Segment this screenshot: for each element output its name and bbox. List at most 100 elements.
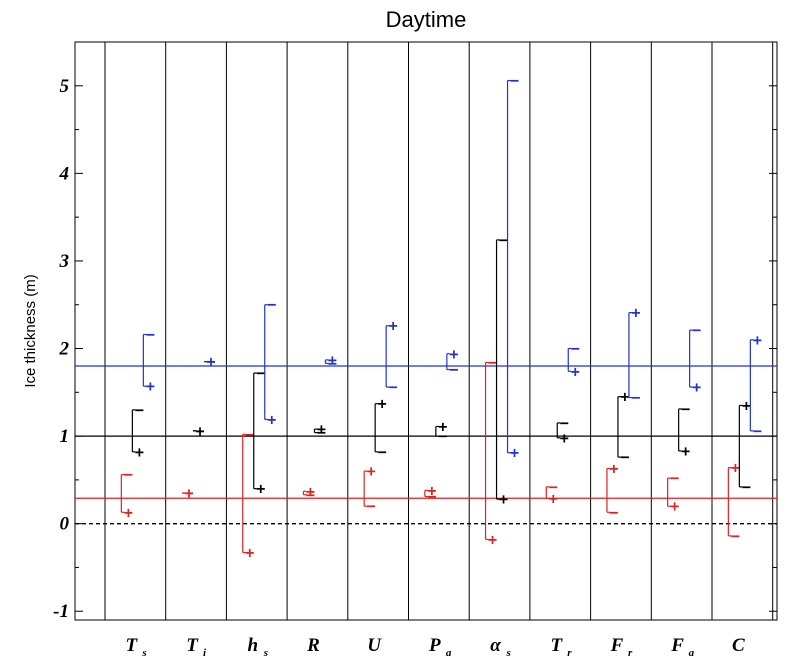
minus-marker: − [146,326,155,344]
plus-marker: + [367,462,376,480]
x-tick-subscript: r [628,647,633,659]
minus-marker: − [317,424,326,442]
plus-marker: + [267,410,276,428]
x-tick-subscript: a [446,647,452,659]
minus-marker: − [499,231,508,249]
x-tick-label: h [247,635,258,656]
minus-marker: − [620,448,629,466]
x-tick-subscript: i [203,647,207,659]
minus-marker: − [427,488,436,506]
marker-group: +− [567,340,580,380]
marker-group: +− [606,459,618,521]
marker-group: +− [182,484,194,502]
plus-marker: + [317,420,326,438]
minus-marker: − [609,503,618,521]
x-tick-label: U [367,635,382,656]
plus-marker: + [449,345,458,363]
plus-marker: + [245,544,254,562]
plus-marker: + [196,422,205,440]
plus-marker: + [631,304,640,322]
plus-marker: + [146,377,155,395]
plus-marker: + [731,459,740,477]
x-tick-label: R [306,635,320,656]
minus-marker: − [670,469,679,487]
minus-marker: − [306,486,315,504]
plus-marker: + [427,481,436,499]
x-tick-label: T [186,635,199,656]
marker-group: +− [131,401,144,461]
minus-marker: − [549,478,558,496]
plus-marker: + [185,484,194,502]
x-tick-label: α [490,635,501,656]
y-tick-label: 4 [59,163,70,184]
x-tick-label: C [732,635,745,656]
x-tick-subscript: a [689,647,695,659]
marker-group: +− [142,326,155,395]
plus-marker: + [328,351,337,369]
marker-group: +− [374,395,387,461]
y-tick-label: -1 [53,601,69,622]
x-tick-label: P [428,635,441,656]
minus-marker: − [692,321,701,339]
marker-group: +− [264,296,276,428]
marker-group: +− [363,462,376,515]
marker-group: +− [506,72,519,462]
minus-marker: − [742,478,751,496]
plus-marker: + [389,317,398,335]
chart-title: Daytime [386,7,467,32]
plus-marker: + [670,497,679,515]
plus-marker: + [742,396,751,414]
minus-marker: − [438,427,447,445]
plus-marker: + [135,443,144,461]
plus-marker: + [124,503,133,521]
marker-group: +− [738,396,751,496]
y-tick-label: 3 [59,251,70,272]
marker-group: +− [689,321,701,396]
marker-group: +− [120,466,133,521]
plus-marker: + [753,331,762,349]
plus-marker: + [571,362,580,380]
x-tick-subscript: r [567,647,572,659]
plus-marker: + [692,378,701,396]
x-tick-subscript: s [141,647,146,659]
plus-marker: + [256,480,265,498]
marker-group: +− [193,422,205,440]
y-tick-label: 2 [59,339,70,360]
marker-group: +− [617,388,629,466]
marker-group: +− [242,425,254,562]
y-tick-label: 5 [60,76,70,97]
minus-marker: − [135,401,144,419]
minus-marker: − [560,414,569,432]
minus-marker: − [753,422,762,440]
marker-group: +− [385,317,398,396]
minus-marker: − [185,484,194,502]
plus-marker: + [438,417,447,435]
minus-marker: − [256,364,265,382]
marker-group: +− [253,364,265,498]
plot-frame [74,41,778,621]
marker-group: +− [556,414,569,447]
x-tick-label: T [126,635,139,656]
minus-marker: − [245,425,254,443]
marker-group: +− [678,400,690,460]
plus-marker: + [681,442,690,460]
plus-marker: + [378,395,387,413]
plus-marker: + [549,489,558,507]
minus-marker: − [571,340,580,358]
minus-marker: − [124,466,133,484]
marker-group: +− [628,304,640,407]
marker-group: +− [667,469,679,515]
plus-marker: + [560,429,569,447]
minus-marker: − [631,389,640,407]
minus-marker: − [207,353,216,371]
marker-group: +− [495,231,508,508]
minus-marker: − [681,400,690,418]
marker-group: +− [302,482,315,504]
plus-marker: + [609,459,618,477]
minus-marker: − [731,527,740,545]
minus-marker: − [267,296,276,314]
marker-group: +− [324,351,337,372]
minus-marker: − [328,354,337,372]
minus-marker: − [367,497,376,515]
